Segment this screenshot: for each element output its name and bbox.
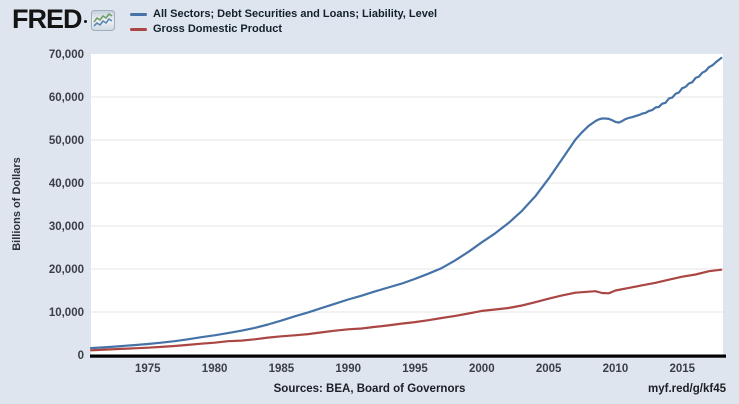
plot-area	[91, 54, 723, 355]
y-tick-label: 50,000	[49, 135, 84, 147]
x-tick-label: 1995	[402, 363, 428, 375]
y-tick-label: 30,000	[49, 221, 84, 233]
x-tick-label: 1990	[335, 363, 361, 375]
fred-logo-registered-dot	[83, 20, 87, 23]
x-tick-label: 2005	[536, 363, 562, 375]
chart-legend: All Sectors; Debt Securities and Loans; …	[130, 7, 437, 37]
shortlink-text[interactable]: myf.red/g/kf45	[648, 383, 726, 395]
x-tick-label: 2000	[469, 363, 495, 375]
fred-sparkline-icon	[90, 9, 115, 31]
y-tick-label: 40,000	[49, 178, 84, 190]
x-tick-label: 2015	[669, 363, 695, 375]
y-tick-label: 20,000	[49, 264, 84, 276]
legend-label: All Sectors; Debt Securities and Loans; …	[153, 7, 438, 20]
y-tick-label: 0	[78, 350, 84, 362]
y-tick-label: 60,000	[49, 92, 84, 104]
x-axis-line	[90, 354, 726, 358]
sources-text: Sources: BEA, Board of Governors	[273, 383, 466, 395]
fred-logo-text: FRED	[12, 4, 82, 34]
series-line-gdp[interactable]	[89, 268, 723, 352]
legend-swatch	[130, 27, 147, 31]
chart-header: FRED All Sectors; Debt Securities and Lo…	[0, 0, 739, 44]
series-line-debt[interactable]	[89, 56, 723, 350]
x-tick-label: 1985	[269, 363, 295, 375]
x-tick-label: 1975	[135, 363, 161, 375]
chart-footer: Sources: BEA, Board of Governors myf.red…	[0, 383, 739, 397]
x-tick-label: 1980	[202, 363, 228, 375]
legend-item-0[interactable]: All Sectors; Debt Securities and Loans; …	[130, 7, 437, 21]
fred-logo[interactable]: FRED	[12, 4, 115, 34]
x-tick-label: 2010	[603, 363, 629, 375]
y-tick-label: 70,000	[49, 49, 84, 61]
y-tick-label: 10,000	[49, 307, 84, 319]
y-axis-title: Billions of Dollars	[11, 157, 23, 251]
legend-item-1[interactable]: Gross Domestic Product	[130, 22, 437, 36]
legend-label: Gross Domestic Product	[153, 22, 282, 35]
legend-swatch	[130, 12, 147, 16]
